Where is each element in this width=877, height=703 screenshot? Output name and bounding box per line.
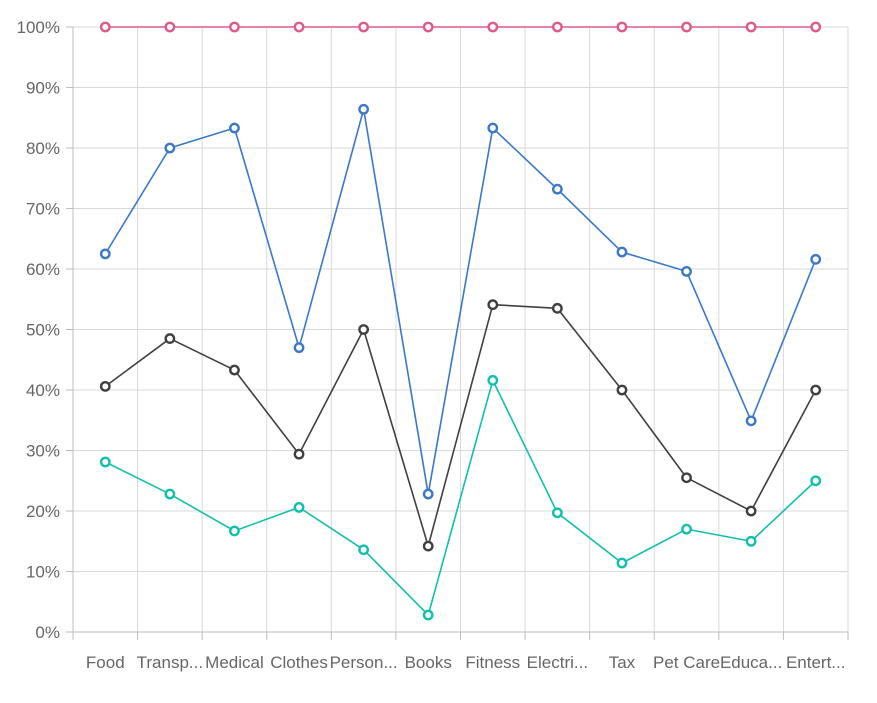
data-point-series-2 (229, 364, 240, 376)
data-point-series-2 (164, 333, 176, 344)
x-tick-label: Educa... (720, 653, 782, 672)
data-point-series-1 (358, 103, 370, 115)
y-tick-label: 50% (26, 321, 60, 340)
data-point-series-0 (745, 21, 757, 33)
data-point-series-3 (358, 544, 370, 556)
data-point-series-2 (551, 302, 563, 314)
data-point-series-0 (616, 21, 628, 33)
data-point-series-0 (293, 21, 305, 33)
data-point-series-1 (293, 342, 305, 354)
data-point-series-3 (293, 501, 305, 513)
data-point-series-2 (293, 448, 305, 460)
y-tick-label: 100% (17, 18, 60, 37)
data-point-series-2 (358, 324, 370, 335)
data-point-series-3 (422, 609, 434, 621)
data-point-series-0 (358, 21, 370, 33)
axes (66, 26, 849, 640)
data-point-series-3 (551, 507, 563, 519)
y-tick-label: 70% (26, 200, 60, 219)
series-line-1 (104, 108, 817, 495)
data-point-series-1 (551, 183, 563, 195)
data-point-series-1 (99, 248, 111, 260)
data-point-series-3 (745, 535, 757, 547)
series-line-2 (104, 303, 817, 547)
data-point-series-0 (810, 21, 822, 33)
data-point-series-0 (99, 21, 111, 33)
y-tick-label: 80% (26, 139, 60, 158)
x-tick-label: Pet Care (653, 653, 720, 672)
x-tick-label: Tax (609, 653, 636, 672)
data-point-series-2 (681, 472, 692, 484)
y-tick-label: 60% (26, 260, 60, 279)
y-tick-label: 30% (26, 442, 60, 461)
data-point-series-3 (616, 557, 628, 569)
data-point-series-2 (745, 505, 757, 517)
y-tick-label: 90% (26, 79, 60, 98)
data-point-series-1 (810, 253, 822, 265)
data-point-series-3 (810, 475, 822, 487)
y-tick-label: 0% (35, 623, 60, 642)
data-point-series-2 (810, 384, 822, 396)
data-point-series-2 (422, 540, 434, 552)
data-point-series-3 (681, 523, 692, 535)
x-tick-label: Medical (205, 653, 264, 672)
data-point-series-1 (487, 122, 499, 134)
x-tick-label: Transp... (137, 653, 203, 672)
data-point-series-3 (229, 525, 240, 537)
data-point-series-2 (487, 299, 499, 311)
data-point-series-0 (422, 21, 434, 33)
data-point-series-1 (229, 122, 240, 134)
data-point-series-3 (99, 456, 111, 468)
data-point-series-1 (745, 415, 757, 427)
data-point-series-0 (229, 21, 240, 33)
y-tick-label: 10% (26, 563, 60, 582)
grid (72, 26, 849, 633)
x-tick-label: Food (86, 653, 125, 672)
series-points (99, 21, 822, 621)
data-point-series-2 (99, 380, 111, 392)
series-line-3 (104, 379, 817, 616)
data-point-series-0 (487, 21, 499, 33)
x-tick-label: Books (405, 653, 452, 672)
x-tick-label: Person... (330, 653, 398, 672)
data-point-series-0 (551, 21, 563, 33)
y-tick-label: 40% (26, 381, 60, 400)
data-point-series-1 (422, 488, 434, 500)
data-point-series-3 (487, 374, 499, 386)
y-tick-label: 20% (26, 502, 60, 521)
x-tick-label: Entert... (786, 653, 846, 672)
data-point-series-0 (164, 21, 176, 33)
data-point-series-1 (681, 266, 692, 277)
tick-labels: 0% 10% 20% 30% 40% 50% 60% 70% 80% 90% 100% Food Tra… (17, 18, 846, 672)
x-tick-label: Fitness (465, 653, 520, 672)
x-tick-label: Clothes (270, 653, 328, 672)
x-tick-label: Electri... (527, 653, 588, 672)
data-point-series-2 (616, 384, 628, 396)
data-point-series-1 (616, 246, 628, 258)
series-lines (104, 26, 817, 616)
data-point-series-3 (164, 488, 176, 500)
data-point-series-0 (681, 21, 692, 33)
data-point-series-1 (164, 142, 176, 154)
